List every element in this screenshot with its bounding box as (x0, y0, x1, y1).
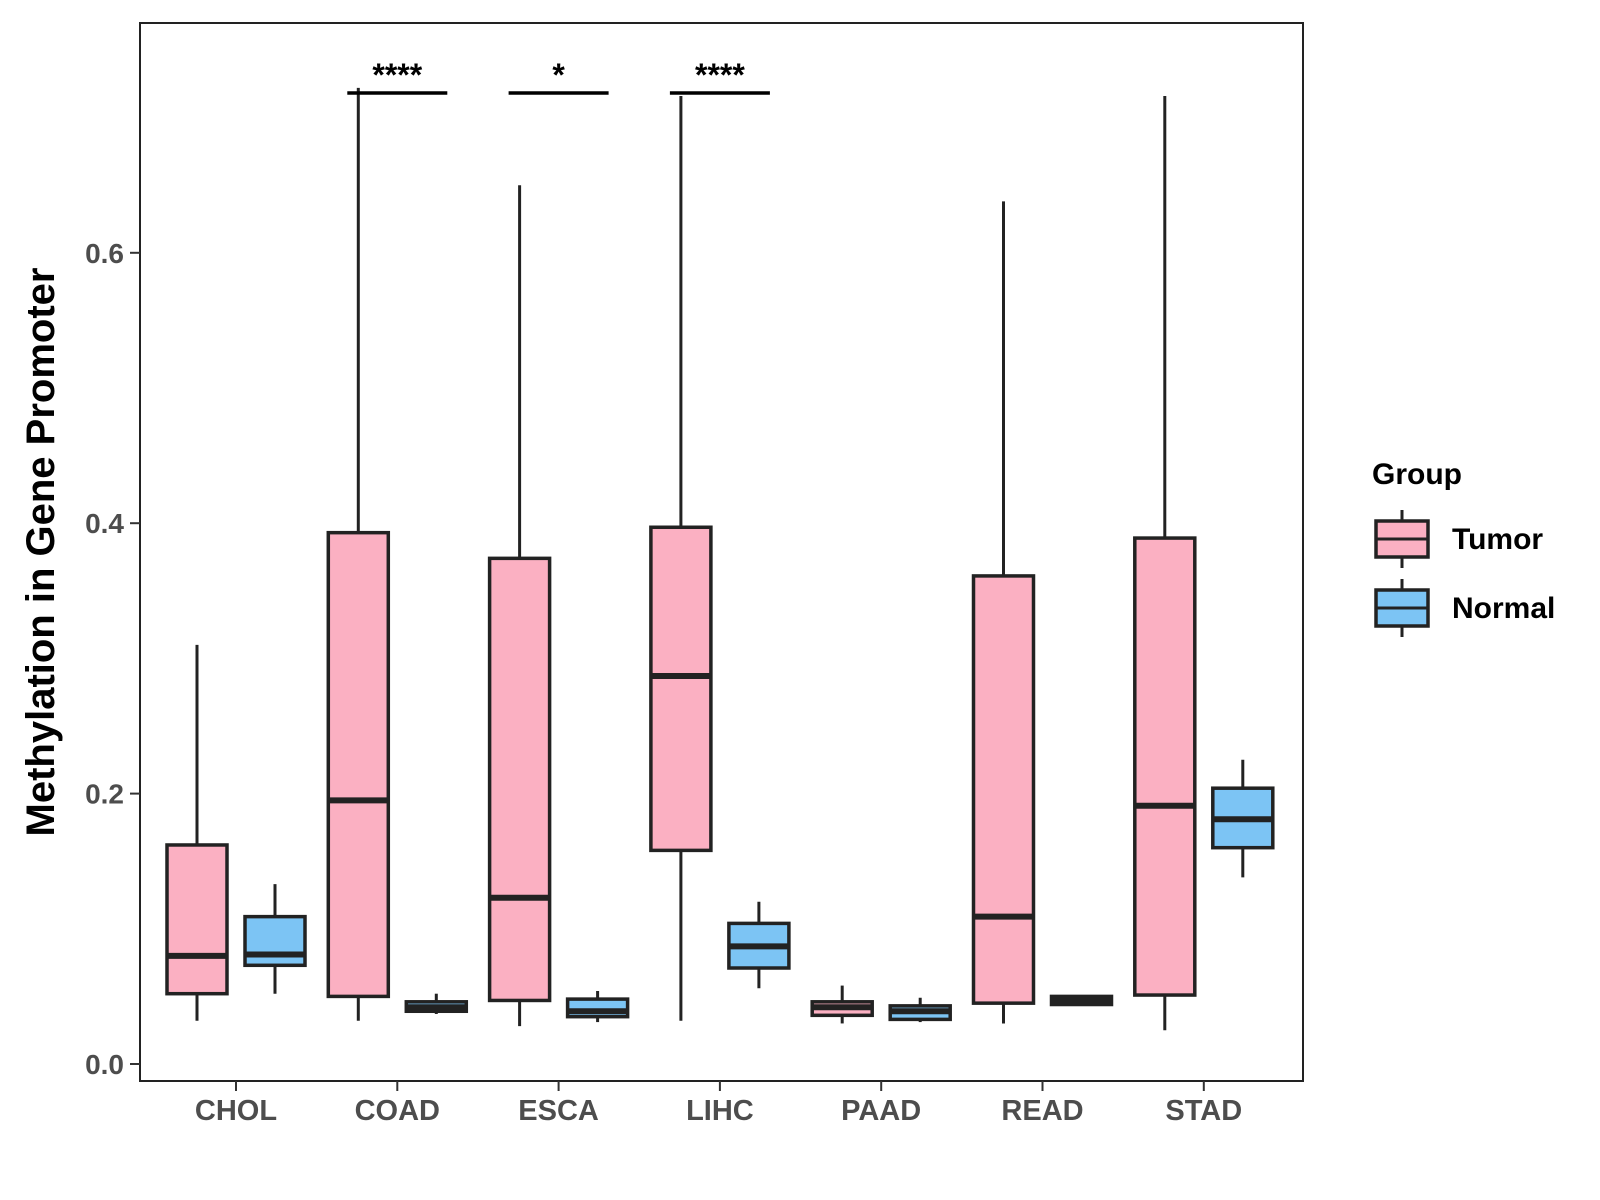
box-tumor-coad (326, 87, 391, 1021)
box-normal-chol (243, 884, 307, 994)
legend-label: Normal (1452, 592, 1555, 625)
y-axis: 0.0 0.2 0.4 0.6 (85, 238, 140, 1080)
box-body (326, 530, 391, 999)
x-tick-label: ESCA (518, 1095, 599, 1127)
box-body (1133, 536, 1197, 997)
significance-label: **** (695, 57, 745, 93)
box-normal-lihc (727, 901, 791, 989)
box-normal-read (1049, 994, 1114, 1007)
box-body (971, 574, 1036, 1005)
legend: Group Tumor Normal (1372, 458, 1555, 637)
legend-label: Tumor (1452, 523, 1543, 556)
box-body (649, 525, 713, 853)
box-body (165, 843, 229, 996)
y-tick-label: 0.2 (85, 779, 124, 810)
plot-panel (139, 22, 1304, 1082)
x-tick-label: CHOL (195, 1095, 277, 1127)
box-normal-coad (404, 993, 469, 1014)
x-axis: CHOL COAD ESCA LIHC PAAD READ STAD (195, 1081, 1242, 1127)
box-series (165, 87, 1275, 1031)
legend-key-normal (1374, 579, 1430, 637)
significance-label: * (552, 57, 565, 93)
x-tick-label: STAD (1165, 1095, 1242, 1127)
box-tumor-stad (1133, 95, 1197, 1031)
x-tick-label: READ (1001, 1095, 1083, 1127)
significance-annotations: **** * **** (347, 57, 770, 95)
box-tumor-paad (810, 985, 874, 1024)
box-normal-stad (1211, 759, 1275, 878)
box-body (243, 914, 307, 968)
y-tick-label: 0.0 (85, 1049, 124, 1080)
legend-key-tumor (1374, 510, 1430, 568)
box-tumor-lihc (649, 95, 713, 1021)
box-body (487, 556, 552, 1003)
y-tick-label: 0.4 (85, 508, 124, 539)
box-normal-esca (565, 990, 630, 1023)
x-tick-label: LIHC (686, 1095, 754, 1127)
y-tick-label: 0.6 (85, 238, 124, 269)
significance-label: **** (372, 57, 422, 93)
box-tumor-chol (165, 644, 229, 1021)
y-axis-title: Methylation in Gene Promoter (19, 268, 63, 837)
legend-title: Group (1372, 458, 1462, 491)
box-normal-paad (888, 997, 952, 1023)
x-tick-label: PAAD (841, 1095, 921, 1127)
x-tick-label: COAD (355, 1095, 440, 1127)
box-tumor-read (971, 201, 1036, 1024)
box-tumor-esca (487, 185, 552, 1027)
